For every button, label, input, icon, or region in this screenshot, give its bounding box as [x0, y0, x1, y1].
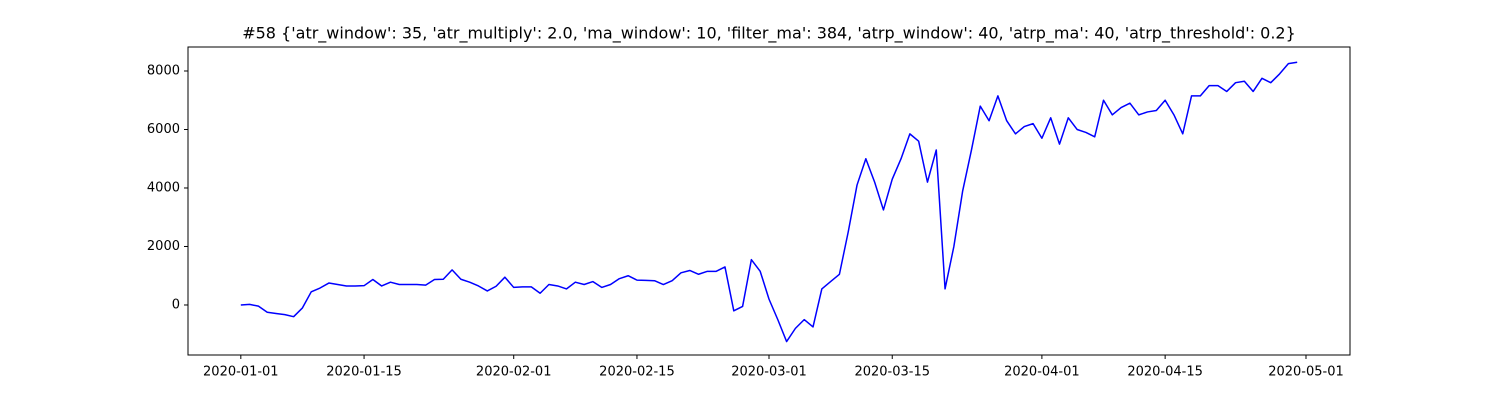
line: [240, 61, 1298, 343]
x-tick-label: 2020-04-01: [1004, 365, 1080, 380]
x-tick-label: 2020-03-15: [854, 365, 930, 380]
y-tick-label: 2000: [147, 239, 180, 254]
plot-frame: [187, 46, 1351, 356]
x-tick-label: 2020-03-01: [731, 365, 807, 380]
x-tick-label: 2020-01-01: [203, 365, 279, 380]
x-tick-label: 2020-01-15: [326, 365, 402, 380]
y-tick-label: 6000: [147, 122, 180, 137]
y-tick-label: 8000: [147, 63, 180, 78]
y-tick-label: 4000: [147, 180, 180, 195]
x-tick-label: 2020-05-01: [1268, 365, 1344, 380]
x-tick-label: 2020-02-01: [476, 365, 552, 380]
x-tick-label: 2020-04-15: [1127, 365, 1203, 380]
x-tick-label: 2020-02-15: [599, 365, 675, 380]
chart-title: #58 {'atr_window': 35, 'atr_multiply': 2…: [242, 24, 1296, 44]
y-tick-label: 0: [172, 297, 180, 312]
